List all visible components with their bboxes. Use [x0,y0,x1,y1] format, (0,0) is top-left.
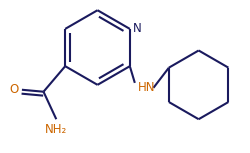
Text: O: O [10,83,18,96]
Text: N: N [133,22,141,35]
Text: NH₂: NH₂ [45,123,67,136]
Text: HN: HN [137,81,155,94]
